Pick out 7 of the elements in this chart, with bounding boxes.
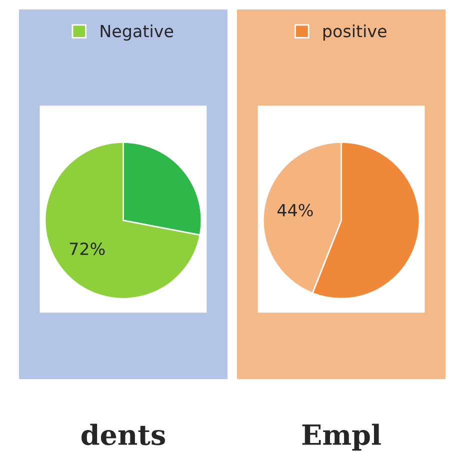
data-label: 44% <box>277 204 313 216</box>
text: Empl <box>302 424 381 451</box>
legend-label: Negative <box>100 24 174 41</box>
data-label: 72% <box>70 242 105 256</box>
text: dents <box>82 424 165 446</box>
pie-slice <box>44 142 201 300</box>
legend-label: positive <box>323 24 386 41</box>
